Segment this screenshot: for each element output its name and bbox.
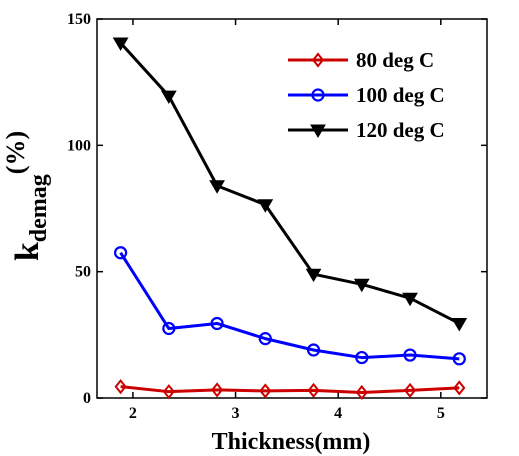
data-point <box>453 380 466 396</box>
y-axis-title-sub: demag <box>26 174 52 242</box>
data-point <box>355 350 369 365</box>
data-point <box>452 352 466 366</box>
data-point <box>355 384 368 401</box>
data-point <box>403 382 417 399</box>
data-point <box>305 268 322 283</box>
data-point <box>306 343 321 357</box>
data-point <box>403 348 417 362</box>
data-point <box>112 37 129 51</box>
y-tick-label: 150 <box>67 11 91 28</box>
y-axis-title-main: k <box>9 242 46 261</box>
x-tick-label: 5 <box>437 405 445 422</box>
y-axis-title-suffix: (%) <box>1 131 30 174</box>
legend-marker <box>311 88 325 102</box>
legend-item-0: 80 deg C <box>288 48 434 72</box>
x-tick-label: 4 <box>334 405 342 422</box>
series-1 <box>114 246 466 366</box>
data-point <box>257 199 274 213</box>
data-point <box>160 90 177 105</box>
series-line <box>119 251 460 361</box>
legend-label: 100 deg C <box>356 83 445 107</box>
data-point <box>162 384 175 400</box>
y-tick-label: 0 <box>83 390 91 407</box>
data-point <box>402 292 418 307</box>
data-point <box>114 379 127 395</box>
y-tick-label: 100 <box>67 137 91 154</box>
legend-label: 120 deg C <box>356 118 445 142</box>
data-point <box>259 383 272 399</box>
data-point <box>114 246 128 260</box>
x-tick-label: 2 <box>129 405 137 422</box>
legend-label: 80 deg C <box>356 48 434 72</box>
series-line <box>120 385 460 394</box>
data-point <box>210 382 224 398</box>
series-group <box>112 37 468 401</box>
plot-frame <box>96 18 488 399</box>
series-line <box>119 41 460 325</box>
x-axis-title: Thickness(mm) <box>212 429 371 455</box>
data-point <box>307 382 320 399</box>
data-point <box>209 180 225 194</box>
legend-item-1: 100 deg C <box>288 83 445 107</box>
legend-marker <box>311 52 325 68</box>
data-point <box>162 321 176 336</box>
data-point <box>210 316 224 331</box>
legend: 80 deg C 100 deg C 120 deg C <box>288 48 445 142</box>
legend-item-2: 120 deg C <box>288 118 445 142</box>
legend-marker <box>310 124 326 138</box>
series-0 <box>114 379 466 401</box>
data-point <box>258 332 272 346</box>
data-point <box>451 317 468 332</box>
series-2 <box>112 37 468 332</box>
y-tick-label: 50 <box>75 264 91 281</box>
y-axis-title: kdemag(%) <box>1 131 52 261</box>
data-point <box>353 278 370 293</box>
x-tick-label: 3 <box>232 405 240 422</box>
